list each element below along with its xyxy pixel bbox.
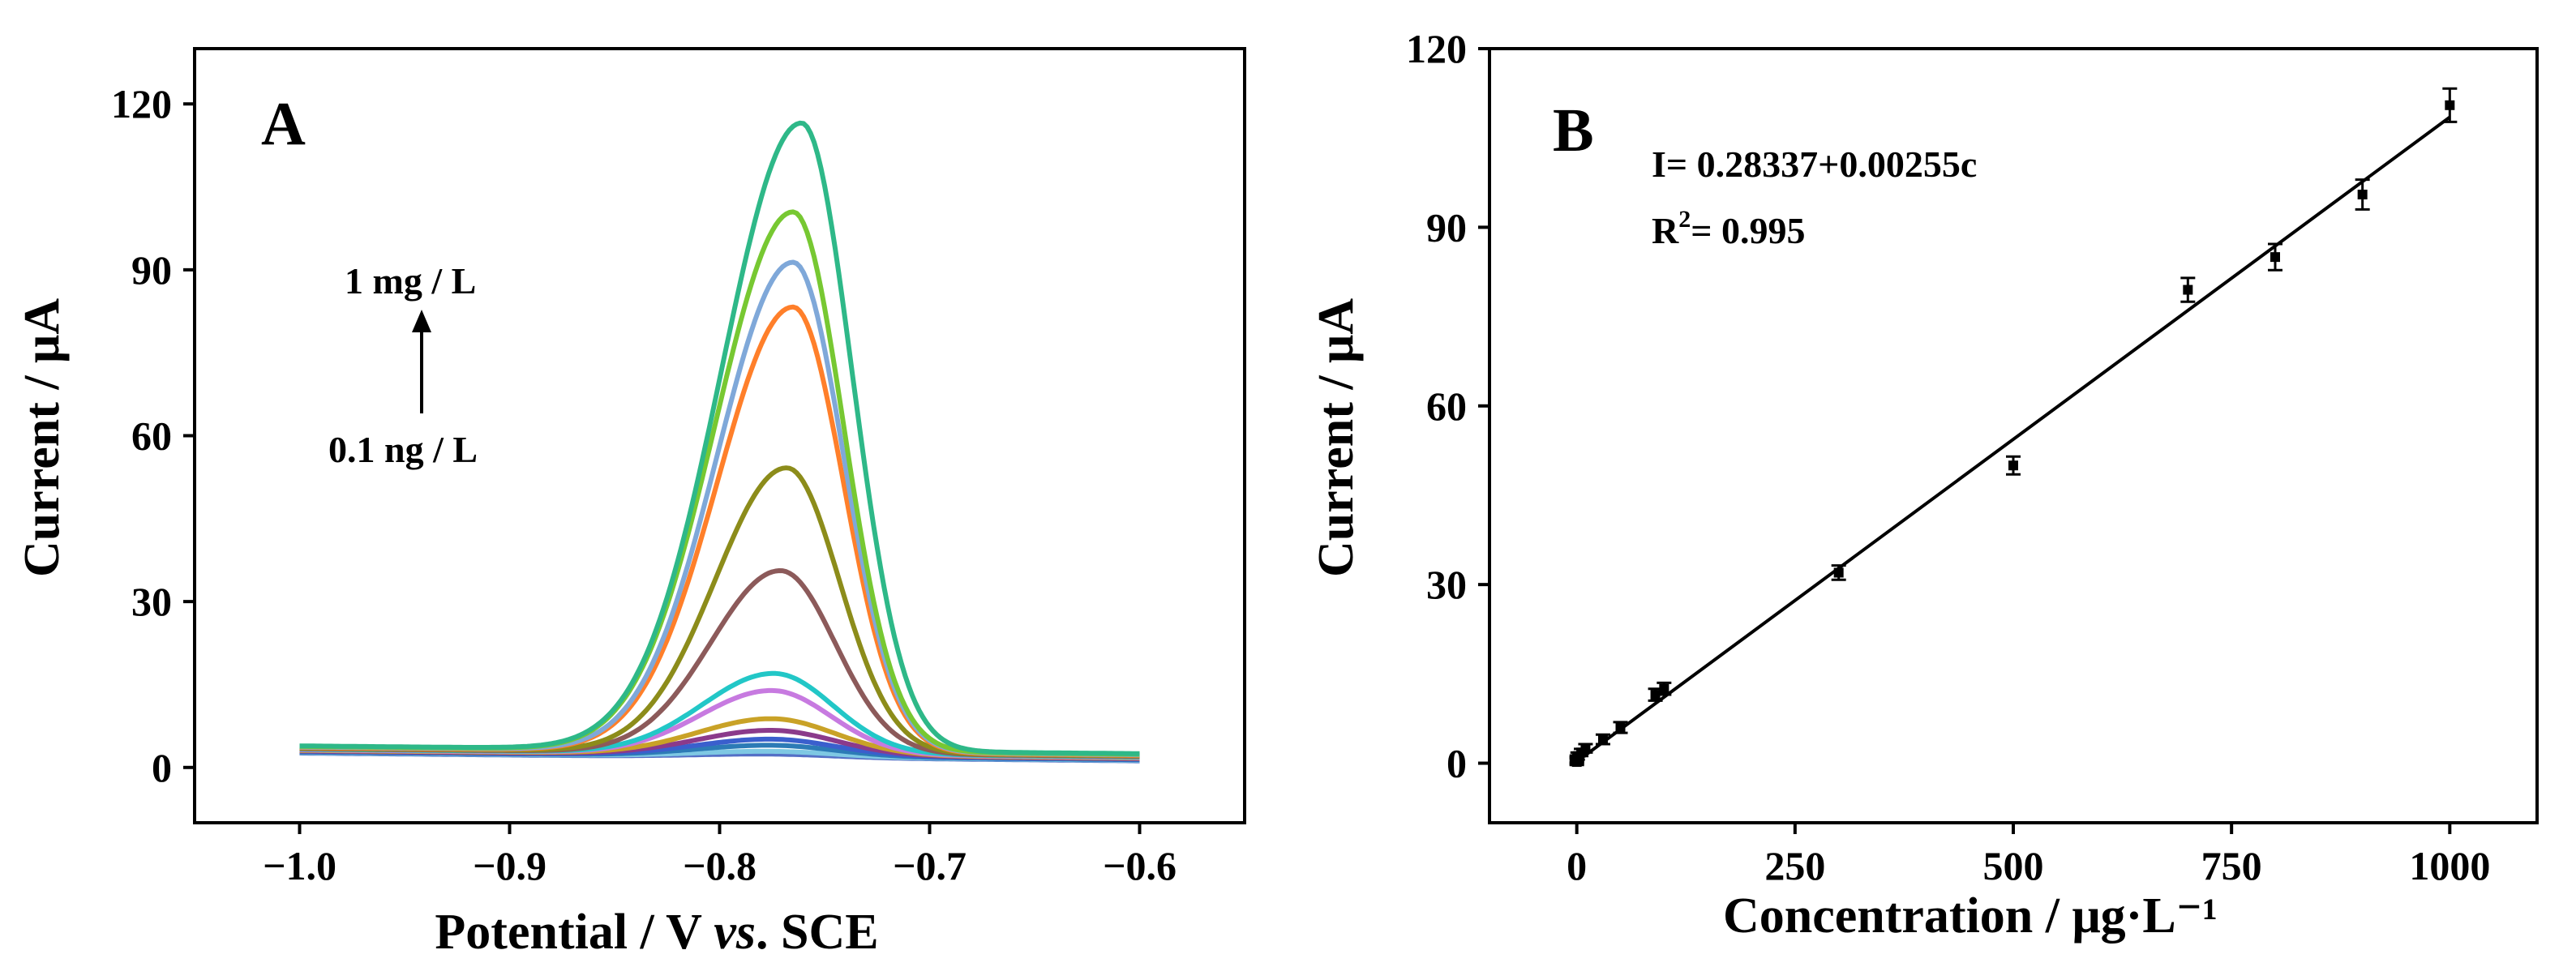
panel-b-frame <box>1488 47 2539 824</box>
panel-b-points <box>1569 87 2458 768</box>
panel-b-r2-superscript: 2 <box>1678 206 1691 233</box>
panel-0-y-tick-label: 30 <box>131 579 172 624</box>
panel-0-y-tick-label: 0 <box>152 745 172 790</box>
panel-1-x-tick-label: 0 <box>1567 843 1587 888</box>
panel-b-r2-value: = 0.995 <box>1691 210 1805 251</box>
panel-a-x-label-part1: Potential / V <box>435 905 714 960</box>
panel-0-x-tick-label: −0.9 <box>473 843 546 888</box>
panel-a-label: A <box>261 90 306 158</box>
data-point <box>1659 683 1669 694</box>
series-line-c14 <box>299 120 1140 756</box>
panel-b-fit-line <box>1575 115 2451 764</box>
panel-a-ticks: −1.0 −0.9 −0.8 −0.7 −0.6 0 30 60 90 120 <box>111 81 1177 888</box>
series-line-c10 <box>299 465 1140 759</box>
panel-a-annotation-bottom: 0.1 ng / L <box>328 429 478 470</box>
data-point <box>1615 722 1626 733</box>
series-line-c12 <box>299 259 1140 758</box>
panel-1-y-tick-label: 120 <box>1406 26 1467 71</box>
data-point <box>1580 743 1591 754</box>
panel-1-x-tick-label: 500 <box>1983 843 2044 888</box>
panel-1-y-tick-label: 90 <box>1426 204 1467 250</box>
panel-0-x-tick-label: −1.0 <box>263 843 336 888</box>
panel-0-y-tick-label: 60 <box>131 413 172 459</box>
panel-b-label: B <box>1553 96 1594 165</box>
panel-a-x-label-vs: vs <box>714 905 756 960</box>
panel-b-equation: I= 0.28337+0.00255c <box>1652 143 1977 185</box>
panel-0-y-tick-label: 90 <box>131 247 172 293</box>
data-point <box>1650 690 1661 700</box>
panel-1-y-tick-label: 30 <box>1426 562 1467 607</box>
panel-b-r2-prefix: R <box>1652 210 1679 251</box>
data-point <box>2445 100 2455 110</box>
panel-1-x-tick-label: 1000 <box>2409 843 2490 888</box>
data-point <box>2270 252 2280 263</box>
panel-b-ticks: 0 250 500 750 1000 0 30 60 90 120 <box>1406 26 2490 888</box>
panel-b-y-axis-label: Current / μA <box>1309 298 1364 577</box>
panel-0-x-tick-label: −0.8 <box>683 843 757 888</box>
panel-b-r-squared: R2= 0.995 <box>1652 206 1805 251</box>
data-point <box>2357 189 2368 199</box>
data-point <box>1597 734 1608 745</box>
panel-a-y-axis-label: Current / μA <box>15 298 70 577</box>
panel-b-x-axis-label: Concentration / μg·L⁻¹ <box>1723 888 2218 944</box>
panel-0-x-tick-label: −0.6 <box>1103 843 1177 888</box>
panel-b-chart: 0 250 500 750 1000 0 30 60 90 120 B I= 0.28337+0.… <box>1309 26 2539 944</box>
panel-a-arrow <box>412 310 431 413</box>
panel-1-y-tick-label: 0 <box>1447 741 1467 786</box>
data-point <box>2008 460 2018 471</box>
data-point <box>2183 285 2193 295</box>
panel-a-annotation-top: 1 mg / L <box>345 260 476 302</box>
panel-0-x-tick-label: −0.7 <box>893 843 967 888</box>
panel-a-x-axis-label: Potential / V vs. SCE <box>435 905 878 960</box>
panel-1-x-tick-label: 750 <box>2201 843 2262 888</box>
panel-a-chart: −1.0 −0.9 −0.8 −0.7 −0.6 0 30 60 90 120 A 1 mg / … <box>15 47 1246 960</box>
panel-a-curves <box>299 120 1140 764</box>
panel-1-x-tick-label: 250 <box>1764 843 1825 888</box>
panel-a-x-label-part3: . SCE <box>756 905 879 960</box>
panel-0-y-tick-label: 120 <box>111 81 172 126</box>
data-point <box>1833 567 1844 578</box>
panel-1-y-tick-label: 60 <box>1426 383 1467 429</box>
